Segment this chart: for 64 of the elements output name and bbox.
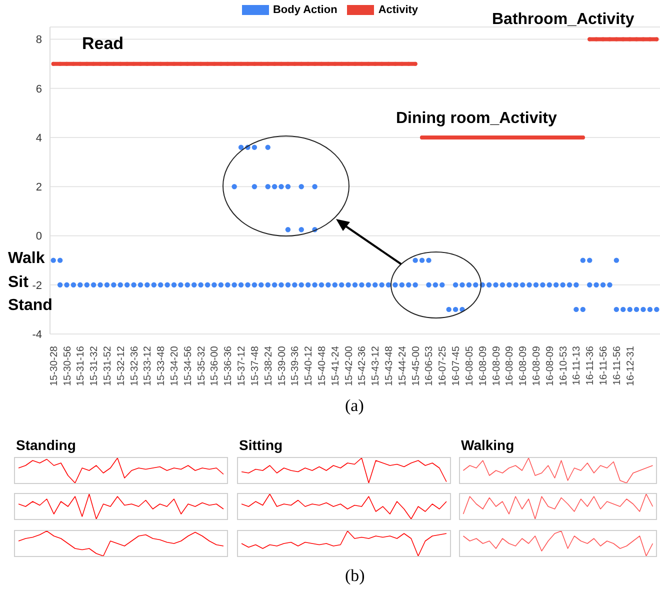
x-tick-label: 15-36-00 (210, 346, 221, 386)
x-tick-label: 15-41-24 (330, 346, 342, 386)
x-tick-label: 15-40-12 (304, 346, 315, 386)
x-tick-label: 15-32-12 (116, 346, 127, 386)
x-tick-label: 15-31-32 (89, 346, 100, 386)
x-tick-label: 16-08-09 (531, 346, 542, 386)
annotation: Stand (8, 297, 52, 315)
x-tick-label: 16-11-56 (598, 346, 610, 386)
x-tick-label: 15-44-24 (397, 346, 408, 386)
legend-label: Activity (377, 4, 418, 16)
x-tick-label: 15-45-00 (410, 346, 422, 386)
x-tick-label: 16-07-25 (438, 346, 449, 386)
annotation: Bathroom_Activity (492, 11, 634, 29)
x-tick-label: 15-43-48 (384, 346, 396, 386)
x-tick-label: 15-31-16 (76, 346, 87, 386)
x-tick-label: 15-30-56 (62, 346, 74, 386)
annotation: Read (82, 34, 124, 54)
x-tick-label: 16-08-09 (544, 346, 556, 386)
chart-title: Standing (16, 437, 76, 453)
y-tick-label: 8 (36, 34, 42, 46)
x-tick-label: 15-42-00 (344, 346, 355, 386)
x-tick-label: 15-42-36 (357, 346, 368, 386)
x-tick-label: 15-35-32 (196, 346, 208, 386)
text: Walk (8, 250, 45, 268)
x-tick-label: 15-43-12 (370, 346, 382, 386)
chart-title: Walking (461, 437, 514, 453)
x-tick-label: 16-08-09 (478, 346, 489, 386)
x-tick-label: 16-07-45 (451, 346, 462, 386)
x-tick-label: 15-30-28 (48, 346, 60, 386)
y-tick-label: -4 (32, 328, 42, 341)
text: (a) (345, 396, 364, 416)
x-tick-label: 15-39-36 (290, 346, 302, 386)
x-tick-label: 15-32-36 (129, 346, 140, 386)
text: (b) (345, 566, 365, 586)
x-tick-label: 16-11-56 (612, 346, 623, 386)
y-tick-label: 6 (36, 83, 42, 96)
x-tick-label: 15-31-52 (102, 346, 114, 386)
annotation: Dining room_Activity (396, 110, 557, 128)
x-tick-label: 15-39-00 (276, 346, 288, 386)
x-tick-label: 16-08-09 (504, 346, 516, 386)
x-tick-label: 15-40-48 (316, 346, 328, 386)
x-tick-label: 15-38-24 (263, 346, 274, 386)
x-tick-label: 16-11-36 (585, 346, 596, 386)
x-tick-label: 15-37-48 (250, 346, 261, 386)
x-tick-label: 15-36-36 (223, 346, 234, 386)
x-tick-label: 16-12-31 (625, 346, 636, 386)
x-tick-label: 15-33-12 (142, 346, 154, 386)
x-tick-label: 16-11-13 (572, 346, 583, 386)
x-tick-label: 15-33-48 (156, 346, 168, 386)
x-tick-label: 15-34-20 (170, 346, 181, 386)
x-tick-label: 16-08-09 (491, 346, 502, 386)
chart-title: Sitting (239, 437, 283, 453)
y-tick-label: 2 (36, 182, 42, 194)
x-tick-label: 16-08-05 (464, 346, 476, 386)
legend-label: Body Action (272, 4, 338, 16)
y-tick-label: 0 (36, 230, 42, 243)
y-tick-label: -2 (32, 280, 42, 292)
x-tick-label: 16-10-53 (558, 346, 570, 386)
y-tick-label: 4 (36, 132, 42, 144)
x-tick-label: 16-06-53 (424, 346, 436, 386)
text: Sit (8, 274, 28, 292)
x-tick-label: 15-34-56 (182, 346, 194, 386)
x-tick-label: 16-08-09 (518, 346, 530, 386)
x-tick-label: 15-37-12 (236, 346, 248, 386)
